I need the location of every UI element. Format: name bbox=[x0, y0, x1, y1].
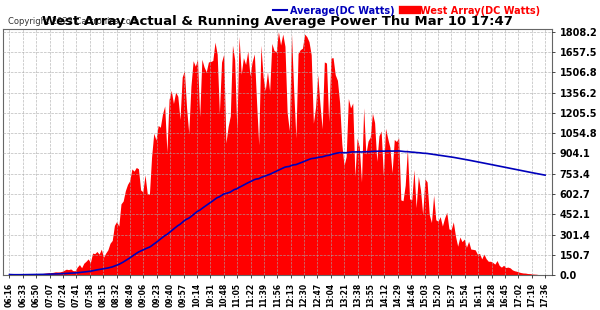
Legend: Average(DC Watts), West Array(DC Watts): Average(DC Watts), West Array(DC Watts) bbox=[269, 2, 544, 20]
Text: Copyright 2022 Cartronics.com: Copyright 2022 Cartronics.com bbox=[8, 17, 139, 26]
Title: West Array Actual & Running Average Power Thu Mar 10 17:47: West Array Actual & Running Average Powe… bbox=[42, 15, 513, 28]
